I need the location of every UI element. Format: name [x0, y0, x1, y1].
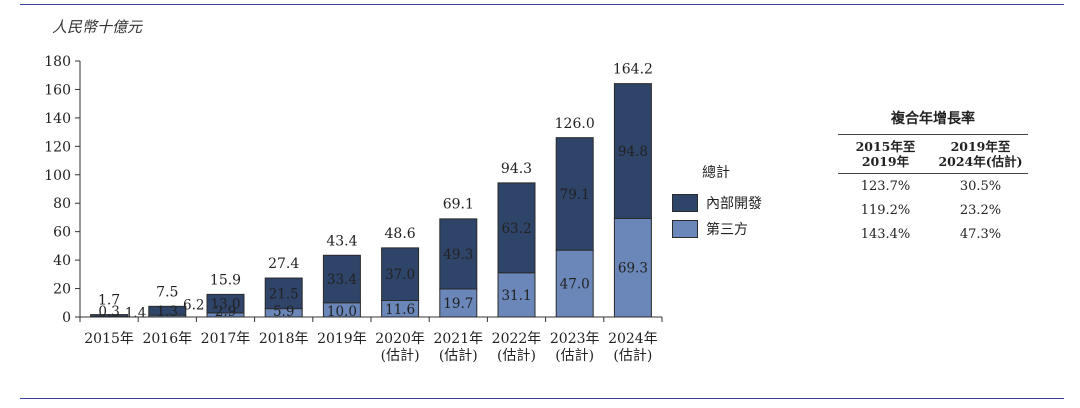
legend-label-third-party: 第三方: [706, 222, 748, 238]
data-label-internal: 79.1: [560, 187, 590, 203]
total-label: 1.7: [98, 293, 120, 309]
cagr-row-internal: 119.2% 23.2%: [838, 198, 1028, 222]
y-tick-label: 180: [44, 54, 71, 70]
data-label-third-party: 5.9: [273, 304, 294, 320]
data-label-internal: 13.0: [210, 297, 240, 313]
y-tick-label: 60: [53, 225, 71, 241]
bar-third-party: [555, 249, 594, 318]
bottom-rule: [20, 398, 1064, 399]
unit-label: 人民幣十億元: [52, 18, 143, 36]
total-label: 15.9: [210, 272, 241, 288]
legend: 總計 內部開發 第三方: [672, 162, 762, 242]
legend-item-internal: 內部開發: [672, 190, 762, 216]
cagr-cell: 119.2%: [860, 202, 911, 218]
x-tick-label: 2018年: [259, 331, 309, 347]
bar-third-party: [497, 272, 536, 318]
legend-swatch-third-party: [672, 220, 698, 238]
cagr-header: 2015年至 2019年 2019年至 2024年(估計): [838, 135, 1028, 174]
x-tick-label: 2021年: [433, 331, 483, 347]
total-label: 69.1: [443, 197, 474, 213]
x-tick-label: 2020年: [375, 331, 425, 347]
x-tick-label: 2024年: [608, 331, 658, 347]
data-label-third-party: 10.0: [327, 304, 357, 320]
bar-third-party: [613, 217, 652, 318]
bar-internal: [90, 314, 129, 318]
y-tick-label: 100: [44, 168, 71, 184]
top-rule: [20, 4, 1064, 5]
bar-internal: [613, 83, 652, 219]
cagr-cell: 143.4%: [860, 226, 911, 242]
cagr-col-2-line-1: 2019年至: [950, 139, 1011, 154]
cagr-cell: 23.2%: [959, 202, 1002, 218]
legend-label-internal: 內部開發: [706, 196, 762, 212]
bar-internal: [322, 254, 361, 304]
data-label-internal: 1.4: [125, 306, 146, 322]
data-label-third-party: 19.7: [443, 296, 473, 312]
y-tick-label: 160: [44, 82, 71, 98]
data-label-third-party: 0.3: [98, 304, 119, 320]
total-label: 126.0: [555, 116, 595, 132]
total-label: 164.2: [613, 61, 653, 77]
total-label: 27.4: [268, 256, 299, 272]
data-label-third-party: 69.3: [618, 261, 648, 277]
cagr-row-third-party: 143.4% 47.3%: [838, 222, 1028, 246]
cagr-col-1-line-2: 2019年: [861, 154, 910, 169]
x-tick-label: 2015年: [84, 331, 134, 347]
x-tick-label: (估計): [555, 348, 594, 364]
bar-internal: [148, 305, 187, 316]
bar-internal: [206, 293, 245, 314]
y-tick-label: 40: [53, 253, 71, 269]
legend-title: 總計: [702, 165, 730, 181]
cagr-table: 複合年增長率 2015年至 2019年 2019年至 2024年(估計) 123…: [838, 108, 1028, 246]
x-tick-label: 2016年: [142, 331, 192, 347]
x-tick-label: 2017年: [201, 331, 251, 347]
x-tick-label: (估計): [613, 348, 652, 364]
x-tick-label: (估計): [381, 348, 420, 364]
data-label-third-party: 11.6: [385, 302, 415, 318]
total-label: 7.5: [156, 284, 178, 300]
cagr-cell: 123.7%: [860, 178, 911, 194]
bar-internal: [381, 247, 420, 302]
y-tick-label: 20: [53, 282, 71, 298]
bar-internal: [264, 277, 303, 310]
data-label-third-party: 47.0: [560, 277, 590, 293]
bar-internal: [439, 218, 478, 290]
bar-internal: [497, 182, 536, 274]
cagr-cell: 30.5%: [959, 178, 1002, 194]
x-tick-label: 2019年: [317, 331, 367, 347]
data-label-internal: 49.3: [443, 247, 473, 263]
data-label-third-party: 2.9: [215, 304, 236, 320]
data-label-internal: 63.2: [501, 221, 531, 237]
x-tick-label: (估計): [497, 348, 536, 364]
data-label-internal: 37.0: [385, 267, 415, 283]
total-label: 94.3: [501, 161, 532, 177]
y-tick-label: 80: [53, 196, 71, 212]
data-label-internal: 21.5: [269, 286, 299, 302]
cagr-col-1: 2015年至 2019年: [838, 139, 933, 169]
cagr-row-total: 123.7% 30.5%: [838, 174, 1028, 198]
y-tick-label: 140: [44, 111, 71, 127]
data-label-third-party: 1.3: [157, 304, 178, 320]
total-label: 48.6: [385, 226, 416, 242]
cagr-col-1-line-1: 2015年至: [855, 139, 916, 154]
cagr-col-2-line-2: 2024年(估計): [938, 154, 1023, 169]
data-label-internal: 94.8: [618, 144, 648, 160]
legend-swatch-internal: [672, 194, 698, 212]
total-label: 43.4: [326, 233, 357, 249]
data-label-internal: 6.2: [183, 297, 204, 313]
data-label-internal: 33.4: [327, 272, 357, 288]
cagr-col-2: 2019年至 2024年(估計): [933, 139, 1028, 169]
bar-internal: [555, 137, 594, 251]
bar-third-party: [439, 288, 478, 318]
cagr-cell: 47.3%: [959, 226, 1002, 242]
stacked-bar-chart: 0 20 40 60 80 100 120 140 160 180 2015年 1.70.3 1.4 20…: [44, 54, 663, 364]
x-tick-label: 2023年: [550, 331, 600, 347]
data-label-third-party: 31.1: [501, 288, 531, 304]
x-tick-label: (估計): [439, 348, 478, 364]
cagr-title: 複合年增長率: [838, 108, 1028, 135]
legend-item-third-party: 第三方: [672, 216, 762, 242]
y-tick-label: 120: [44, 139, 71, 155]
x-tick-label: 2022年: [492, 331, 542, 347]
y-tick-label: 0: [62, 310, 71, 326]
